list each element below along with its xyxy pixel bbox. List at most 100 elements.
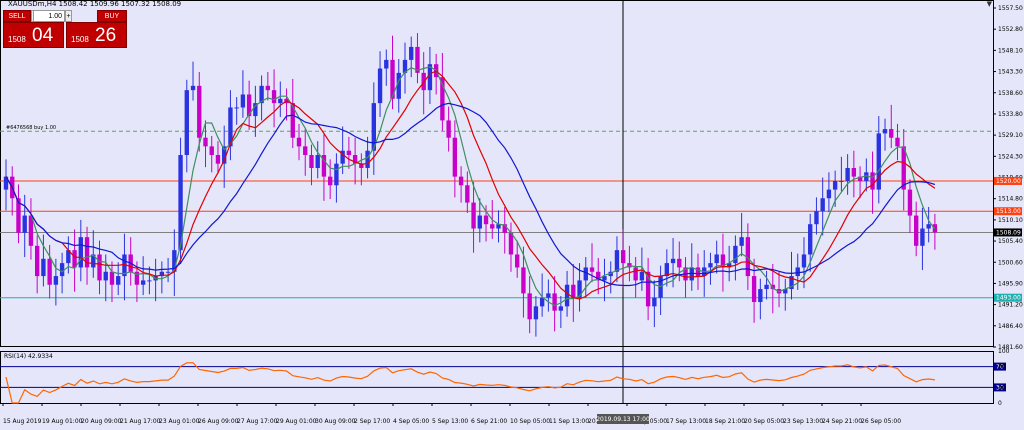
candle-body: [359, 163, 364, 168]
candle-body: [589, 267, 595, 272]
lot-size-input[interactable]: 1.00: [33, 10, 65, 22]
x-tick-label: 15 Aug 2019: [3, 418, 42, 425]
lot-increase-button[interactable]: +: [65, 10, 72, 22]
rsi-tick-label: 100: [998, 348, 1010, 355]
x-tick-label: 21 Aug 17:00: [120, 418, 161, 425]
candle-body: [415, 46, 420, 73]
candle-body: [16, 198, 21, 233]
candle-body: [826, 189, 832, 199]
candle-body: [471, 202, 476, 229]
candle-body: [72, 250, 77, 268]
candle-body: [664, 263, 670, 277]
candle-body: [639, 271, 645, 281]
candle-body: [234, 107, 239, 109]
x-tick-label: 23 Aug 01:00: [159, 418, 200, 425]
x-tick-label: 29 Aug 01:00: [276, 418, 317, 425]
buy-button[interactable]: BUY: [97, 10, 127, 22]
y-tick-label: 1491.20: [998, 302, 1023, 309]
candle-body: [751, 276, 757, 303]
candle-body: [801, 254, 807, 268]
x-tick-label: 27 Aug 17:00: [237, 418, 278, 425]
candle-body: [770, 284, 775, 290]
candle-body: [53, 276, 59, 285]
x-tick-label: 4 Sep 05:00: [393, 418, 429, 425]
candle-body: [864, 172, 869, 181]
candle-body: [278, 98, 283, 104]
candle-body: [552, 293, 557, 311]
candle-body: [140, 280, 146, 285]
candle-body: [440, 77, 445, 121]
chart-title: XAUUSDm,H4 1508.42 1509.96 1507.32 1508.…: [8, 0, 182, 8]
price-label-box: [994, 207, 1022, 216]
candle-body: [303, 146, 308, 156]
candle-body: [377, 68, 383, 104]
y-tick-label: 1543.30: [998, 69, 1023, 76]
candle-body: [857, 176, 863, 181]
candle-body: [876, 133, 881, 190]
candle-body: [577, 280, 582, 298]
candle-body: [458, 176, 464, 186]
sell-price-small: 1508: [8, 35, 26, 44]
candle-body: [677, 258, 682, 268]
candle-body: [889, 129, 894, 138]
candle-body: [41, 258, 46, 277]
candle-body: [321, 155, 327, 177]
candle-body: [209, 146, 214, 156]
y-tick-label: 1486.40: [998, 323, 1023, 330]
candle-body: [670, 258, 676, 264]
candle-body: [789, 276, 794, 290]
candle-body: [533, 306, 539, 320]
candle-body: [895, 137, 900, 147]
x-tick-label: 11 Sep 13:00: [549, 418, 589, 425]
candle-body: [926, 224, 931, 229]
x-tick-label: 20 Aug 09:00: [81, 418, 122, 425]
rsi-plot-frame: [0, 351, 994, 404]
price-label-box: [994, 228, 1022, 237]
buy-price-small: 1508: [71, 35, 89, 44]
sell-button[interactable]: SELL: [3, 10, 31, 22]
x-tick-label: 23 Sep 13:00: [783, 418, 823, 425]
candle-body: [352, 155, 358, 164]
x-tick-label: 5 Sep 13:00: [432, 418, 468, 425]
candle-body: [84, 237, 90, 268]
candle-body: [882, 129, 888, 134]
candle-body: [427, 64, 433, 91]
ma-fast-line: [5, 66, 936, 307]
candle-body: [190, 85, 196, 91]
ma-slow-line: [5, 102, 936, 287]
sell-price-big: 04: [32, 25, 54, 46]
candle-body: [733, 245, 738, 264]
y-tick-label: 1510.10: [998, 217, 1023, 224]
y-tick-label: 1557.50: [998, 5, 1023, 12]
x-tick-label: 18 Sep 21:00: [705, 418, 745, 425]
corner-arrow-icon[interactable]: ▼: [986, 0, 992, 8]
candle-body: [621, 250, 626, 264]
candle-body: [633, 267, 638, 281]
candle-body: [764, 284, 769, 290]
candle-body: [296, 137, 302, 147]
candle-body: [689, 267, 694, 281]
price-label-level: 1513.00: [996, 208, 1021, 215]
candle-body: [583, 267, 588, 281]
candle-body: [521, 267, 526, 294]
candle-body: [832, 180, 838, 190]
main-plot-frame: [0, 0, 994, 347]
y-tick-label: 1533.80: [998, 111, 1023, 118]
candle-body: [402, 59, 408, 73]
rsi-level-label: 30: [996, 384, 1004, 391]
x-tick-label: 2 Sep 17:00: [354, 418, 390, 425]
candle-body: [652, 297, 657, 307]
candle-body: [340, 150, 345, 164]
candle-body: [259, 85, 264, 104]
candle-body: [558, 306, 564, 311]
sell-price-button[interactable]: 1508 04: [3, 22, 64, 48]
candle-body: [66, 250, 71, 264]
candle-body: [22, 215, 27, 233]
candle-body: [246, 94, 252, 117]
candle-body: [172, 250, 177, 272]
candle-body: [384, 59, 389, 69]
x-tick-label: 26 Sep 05:00: [861, 418, 901, 425]
buy-price-button[interactable]: 1508 26: [66, 22, 127, 48]
candle-body: [745, 237, 751, 277]
